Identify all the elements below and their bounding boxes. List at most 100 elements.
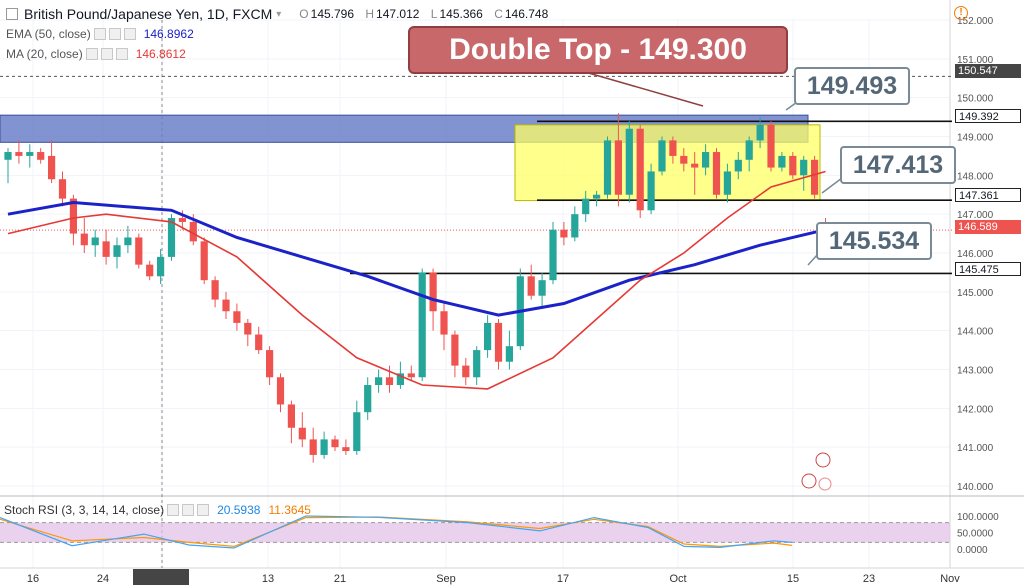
candle-body <box>527 276 535 296</box>
close-icon[interactable] <box>123 28 136 40</box>
candle-body <box>48 155 56 180</box>
candle-body <box>647 171 655 211</box>
candle-body <box>778 155 786 168</box>
stoch-tick-label: 50.0000 <box>957 529 994 540</box>
event-flag-icon <box>815 452 831 468</box>
y-tick-label: 141.000 <box>957 443 994 454</box>
candle-body <box>636 128 644 211</box>
ema-value: 146.8962 <box>143 27 194 41</box>
ma-label[interactable]: MA (20, close) <box>6 47 83 61</box>
candle-body <box>276 377 285 405</box>
level-callout-147413[interactable]: 147.413 <box>840 146 956 184</box>
double-top-callout[interactable]: Double Top - 149.300 <box>408 26 788 74</box>
candle-body <box>669 140 677 156</box>
candle-body <box>462 365 470 378</box>
close-icon[interactable] <box>197 504 210 516</box>
ohlc-readout: O 145.796 H 147.012 L 145.366 C 146.748 <box>299 7 549 21</box>
candle-body <box>593 194 601 199</box>
candle-body <box>135 237 143 265</box>
price-label-support-top: 147.361 <box>955 188 1021 202</box>
eye-icon[interactable] <box>167 504 180 516</box>
symbol-title[interactable]: British Pound/Japanese Yen, 1D, FXCM <box>24 6 273 22</box>
candle-body <box>15 152 23 156</box>
candle-body <box>603 140 612 195</box>
settings-icon[interactable] <box>182 504 195 516</box>
alert-icon[interactable]: ! <box>954 6 968 20</box>
event-flag-icon <box>801 473 817 489</box>
candle-body <box>200 241 208 281</box>
candle-body <box>189 221 197 242</box>
y-tick-label: 149.000 <box>957 133 994 144</box>
candle-body <box>658 140 666 172</box>
y-tick-label: 151.000 <box>957 55 994 66</box>
candle-body <box>396 373 404 386</box>
candle-body <box>157 256 165 277</box>
candle-body <box>582 198 590 215</box>
candle-body <box>331 439 339 448</box>
level-callout-145534[interactable]: 145.534 <box>816 222 932 260</box>
settings-icon[interactable] <box>108 28 121 40</box>
callout-leader <box>584 71 704 107</box>
candle-body <box>37 152 45 160</box>
candle-body <box>385 377 394 386</box>
stoch-d-line <box>0 516 793 548</box>
candle-body <box>233 311 241 323</box>
price-label-support-low: 145.475 <box>955 262 1021 276</box>
candle-body <box>418 272 426 378</box>
settings-icon[interactable] <box>100 48 113 60</box>
x-tick-label: 24 <box>97 573 109 585</box>
candle-body <box>702 152 710 168</box>
candle-body <box>69 198 77 234</box>
candle-body <box>734 159 742 172</box>
y-tick-label: 146.000 <box>957 249 994 260</box>
candle-body <box>298 427 306 440</box>
candle-body <box>429 272 437 312</box>
stoch-d-value: 11.3645 <box>268 503 311 517</box>
event-flag-icon <box>818 477 832 491</box>
candle-body <box>538 280 546 296</box>
candle-body <box>625 128 633 195</box>
candle-body <box>571 214 579 238</box>
candle-body <box>691 163 699 168</box>
stoch-header: Stoch RSI (3, 3, 14, 14, close) 20.5938 … <box>4 503 311 517</box>
stoch-tick-label: 0.0000 <box>957 545 988 556</box>
y-tick-label: 143.000 <box>957 366 994 377</box>
y-tick-label: 140.000 <box>957 482 994 493</box>
stoch-k-line <box>0 515 793 549</box>
collapse-icon[interactable] <box>6 8 18 20</box>
stoch-band <box>0 522 950 543</box>
x-tick-label: 23 <box>863 573 875 585</box>
level-callout-149493[interactable]: 149.493 <box>794 67 910 105</box>
ema-label[interactable]: EMA (50, close) <box>6 27 91 41</box>
eye-icon[interactable] <box>85 48 98 60</box>
ema-row: EMA (50, close) 146.8962 <box>6 27 194 41</box>
candle-body <box>484 322 492 351</box>
candle-body <box>146 264 154 277</box>
y-tick-label: 152.000 <box>957 16 994 27</box>
candle-body <box>113 245 121 257</box>
candle-body <box>26 152 34 156</box>
close-icon[interactable] <box>115 48 128 60</box>
candle-body <box>102 241 110 257</box>
candle-body <box>494 322 503 362</box>
candle-body <box>244 322 252 335</box>
candle-body <box>58 179 67 199</box>
candle-body <box>451 334 459 366</box>
candle-body <box>342 447 350 452</box>
candle-body <box>320 439 328 455</box>
stoch-label[interactable]: Stoch RSI (3, 3, 14, 14, close) <box>4 503 165 517</box>
candle-body <box>712 152 721 195</box>
symbol-row: British Pound/Japanese Yen, 1D, FXCM ▾ O… <box>6 6 548 22</box>
crosshair-date-badge <box>133 569 189 585</box>
chevron-down-icon[interactable]: ▾ <box>276 8 282 20</box>
candle-body <box>4 152 12 160</box>
candle-body <box>505 346 513 362</box>
y-tick-label: 144.000 <box>957 327 994 338</box>
x-tick-label: 21 <box>334 573 346 585</box>
price-label-last: 146.589 <box>955 220 1021 234</box>
x-tick-label: 16 <box>27 573 39 585</box>
eye-icon[interactable] <box>93 28 106 40</box>
candle-body <box>80 233 88 246</box>
candle-body <box>745 140 753 160</box>
